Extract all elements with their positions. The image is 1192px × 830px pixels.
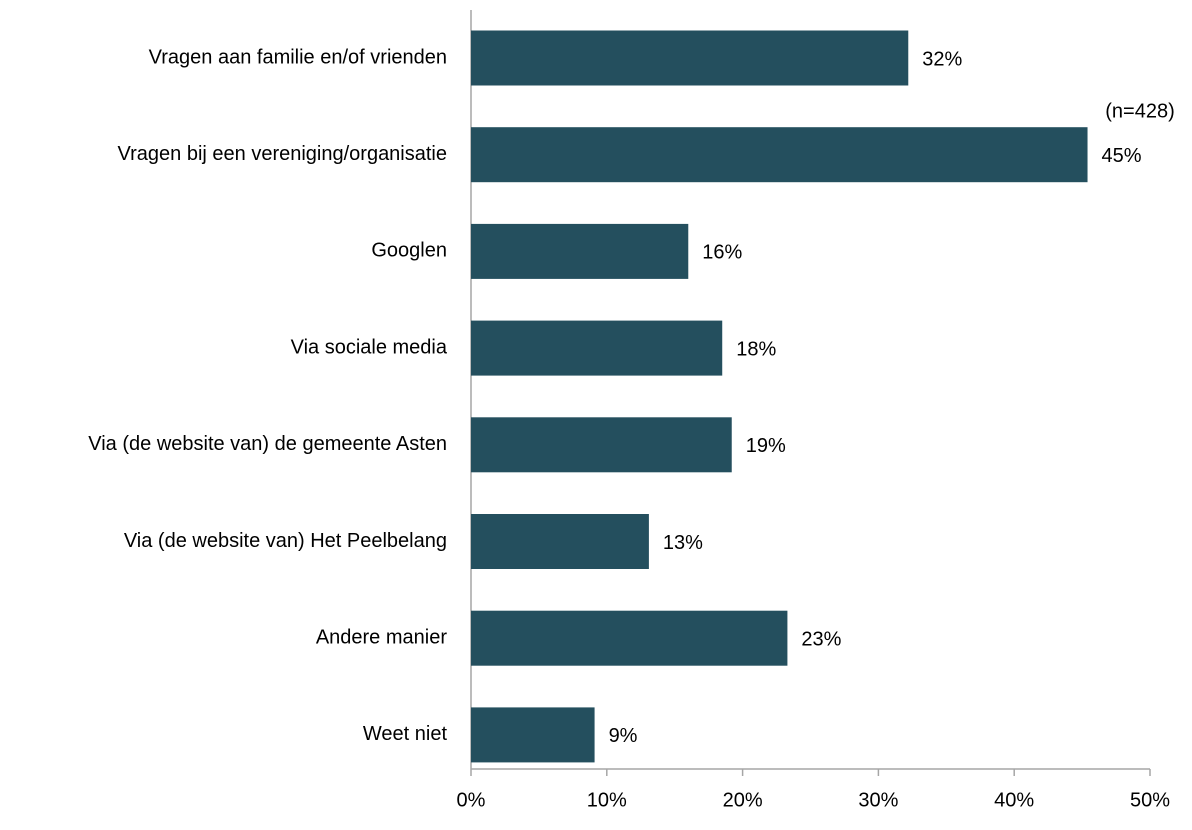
data-label: 16% [702,242,742,264]
y-tick-label: Andere manier [316,626,448,648]
data-label: 13% [663,532,703,554]
bar [471,127,1088,183]
data-label: 45% [1102,145,1142,167]
y-tick-label: Via sociale media [291,336,448,358]
data-label: 9% [609,725,638,747]
x-tick-label: 30% [858,789,898,811]
y-tick-label: Vragen aan familie en/of vrienden [149,46,447,68]
bar [471,320,723,376]
data-label: 19% [746,435,786,457]
x-tick-label: 10% [587,789,627,811]
x-tick-label: 0% [457,789,486,811]
y-tick-label: Vragen bij een vereniging/organisatie [118,143,447,165]
y-tick-label: Weet niet [363,723,448,745]
bar [471,223,689,279]
annotation: (n=428) [1105,100,1175,122]
bar [471,707,595,763]
bar [471,30,909,86]
data-label: 23% [801,628,841,650]
x-tick-label: 20% [723,789,763,811]
bar [471,610,788,666]
data-label: 32% [922,48,962,70]
bar [471,417,732,473]
data-label: 18% [736,338,776,360]
x-tick-label: 40% [994,789,1034,811]
y-tick-label: Googlen [371,240,447,262]
y-tick-label: Via (de website van) Het Peelbelang [124,530,447,552]
y-tick-label: Via (de website van) de gemeente Asten [88,433,447,455]
x-tick-label: 50% [1130,789,1170,811]
bar [471,514,649,569]
